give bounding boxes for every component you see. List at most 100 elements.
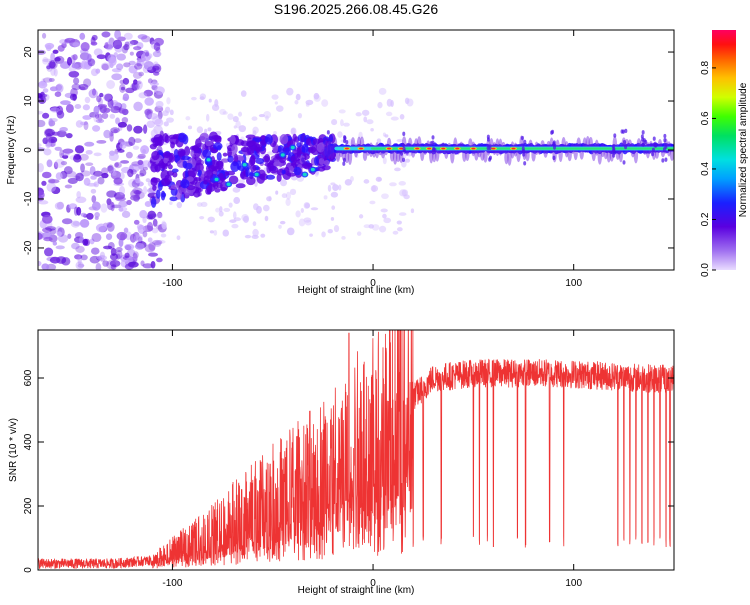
spectrogram-blob [640,134,644,139]
spectrogram-blob [363,224,371,229]
spectrogram-blob [402,153,407,159]
snr-ytick-label: 600 [23,369,34,386]
spectrogram-blob [123,227,129,233]
spectrogram-blob [275,190,279,195]
spectrogram-blob [242,162,247,167]
spectrogram-blob [242,154,247,164]
spectrogram-blob [525,147,530,162]
spectrogram-blob [144,244,156,253]
spectrogram-blob [194,147,202,158]
spectrogram-blob [567,147,572,162]
spectrogram-blob [133,234,143,243]
spectrogram-blob [121,117,129,124]
spectrogram-blob [597,147,602,165]
spectrogram-blob [102,260,109,267]
spectrogram-blob [96,140,107,144]
spectrogram-blob [277,145,285,154]
spectrogram-blob [53,161,59,170]
spectrogram-blob [395,152,401,163]
spectrogram-blob [232,115,239,123]
spectrogram-blob [652,136,656,141]
spectrogram-blob [146,120,155,128]
spectrogram-blob [140,145,150,155]
spectrogram-blob [263,204,270,212]
snr-series-line [38,330,674,570]
spectrogram-blob [50,66,56,76]
spectrogram-blob [79,219,90,228]
spectrogram-blob [100,203,108,213]
spectrogram-blob [396,220,402,225]
spectrogram-blob [133,219,140,225]
spectrogram-blob [104,42,109,49]
spectrogram-blob [246,176,256,186]
spectrogram-blob [335,149,341,162]
spectrogram-blob [329,134,333,139]
spectrogram-blob [522,149,526,154]
spectrogram-blob [204,128,208,134]
spectrogram-xlabel: Height of straight line (km) [298,285,415,296]
spectrogram-blob [455,147,460,150]
spectrogram-blob [83,78,92,87]
spectrogram-blob [663,133,667,139]
spectrogram-blob [523,139,527,145]
spectrogram-blob [65,170,77,178]
spectrogram-blob [184,146,191,156]
spectrogram-blob [328,140,332,145]
spectrogram-blob [46,182,57,193]
spectrogram-blob [340,119,344,127]
spectrogram-blob [107,166,116,173]
spectrogram-blob [523,161,527,166]
spectrogram-blob [216,145,222,151]
spectrogram-blob [93,48,103,56]
spectrogram-blob [370,185,379,192]
spectrogram-blob [279,134,289,145]
spectrogram-blob [331,119,338,126]
spectrogram-blob [152,185,157,191]
spectrogram-blob [121,210,131,218]
spectrogram-blob [390,99,394,108]
spectrogram-blob [337,131,343,138]
spectrogram-blob [209,230,215,234]
spectrogram-blob [112,39,123,50]
spectrogram-blob [142,49,150,57]
spectrogram-blob [624,144,628,150]
spectrogram-blob [661,158,665,163]
spectrogram-blob [176,235,181,241]
spectrogram-blob [431,135,435,140]
spectrogram-blob [46,159,53,168]
spectrogram-blob [117,121,128,128]
spectrogram-blob [125,87,135,94]
spectrogram-blob [142,166,148,171]
spectrogram-blob [317,166,326,172]
spectrogram-blob [377,177,382,182]
spectrogram-blob [392,230,399,235]
spectrogram-blob [74,145,85,154]
spectrogram-blob [87,58,96,67]
spectrogram-blob [101,31,111,38]
spectrogram-blob [330,216,335,221]
spectrogram-blob [166,97,171,105]
spectrogram-blob [65,132,73,139]
spectrogram-blob [281,169,286,175]
spectrogram-blob [119,83,126,93]
spectrogram-blob [123,43,130,51]
spectrogram-blob [215,207,221,213]
spectrogram-blob [41,180,47,186]
spectrogram-blob [483,150,488,163]
spectrogram-blob [134,63,143,70]
spectrogram-blob [119,185,126,196]
spectrogram-blob [338,184,342,191]
spectrogram-blob [91,34,98,41]
spectrogram-blob [264,154,271,163]
spectrogram-blob [306,138,311,146]
spectrogram-blob [41,214,53,224]
spectrogram-blob [669,147,674,161]
spectrogram-blob [206,158,211,162]
spectrogram-blob [327,228,333,234]
spectrogram-blob [276,173,282,182]
spectrogram-blob [389,149,395,162]
snr-ytick-label: 200 [23,497,34,514]
spectrogram-blob [48,118,54,127]
spectrogram-blob [258,114,266,118]
